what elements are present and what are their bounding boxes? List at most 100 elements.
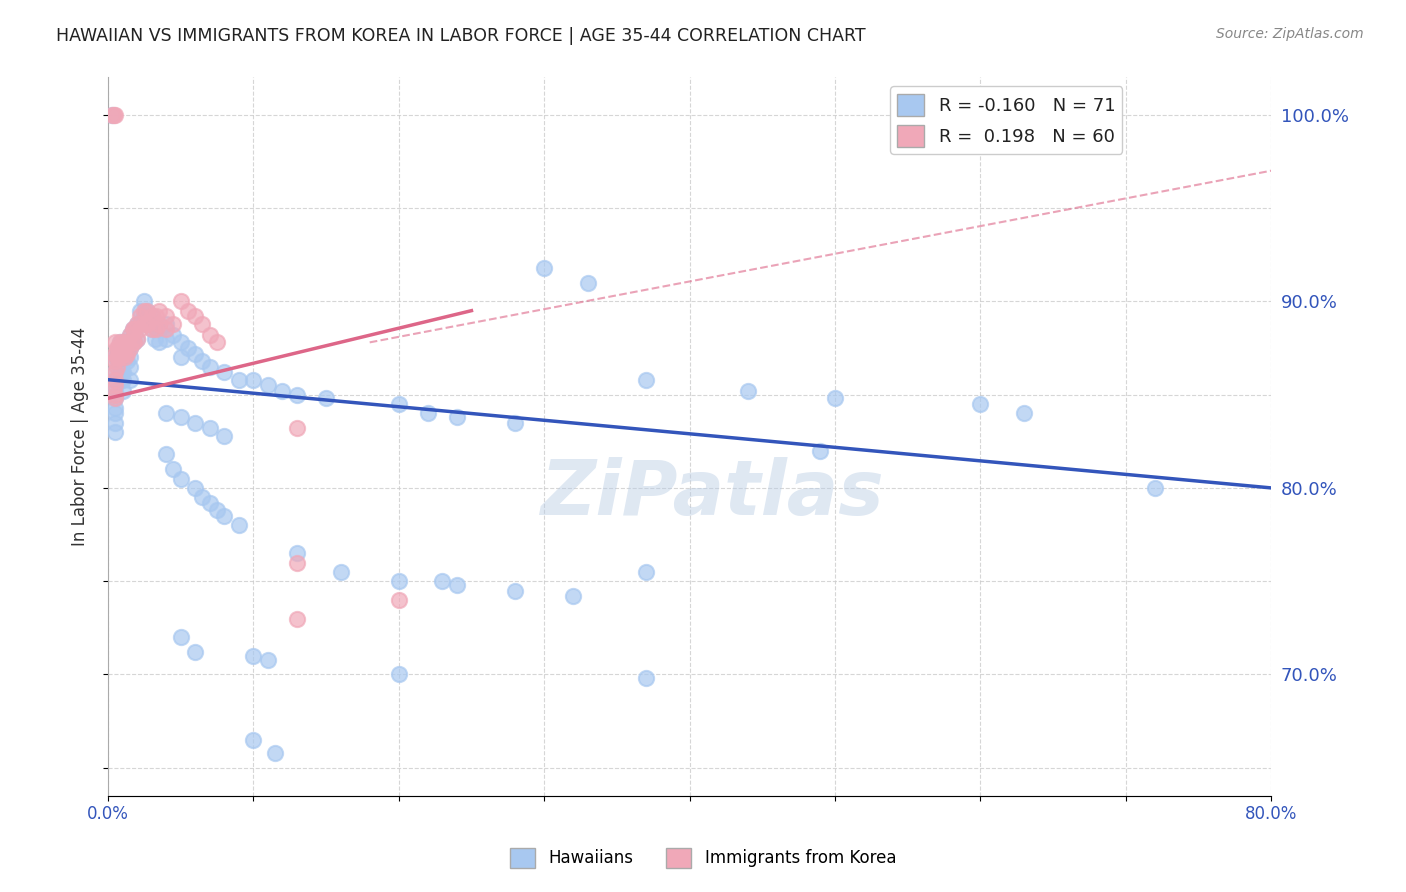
Point [214,508,236,523]
Point [110,351,132,365]
Point [108,346,131,360]
Point [162,317,184,331]
Point [134,317,156,331]
Point [111,354,134,368]
Legend: R = -0.160   N = 71, R =  0.198   N = 60: R = -0.160 N = 71, R = 0.198 N = 60 [890,87,1122,154]
Point [388,574,411,589]
Point [115,354,138,368]
Point [503,583,526,598]
Point [155,310,177,324]
Point [264,746,287,760]
Point [285,556,308,570]
Point [242,648,264,663]
Point [155,322,177,336]
Point [118,359,141,374]
Point [205,335,228,350]
Point [129,310,152,324]
Point [118,327,141,342]
Point [104,392,127,406]
Point [141,322,163,336]
Point [170,630,193,644]
Point [184,310,207,324]
Point [111,335,134,350]
Point [136,317,159,331]
Point [214,428,236,442]
Point [122,335,145,350]
Point [170,335,193,350]
Point [143,317,166,331]
Point [118,373,141,387]
Point [285,421,308,435]
Point [162,327,184,342]
Point [122,335,145,350]
Point [108,335,131,350]
Point [114,351,136,365]
Point [205,503,228,517]
Point [271,384,294,398]
Point [184,481,207,495]
Point [104,351,127,365]
Point [446,409,468,424]
Point [576,276,599,290]
Point [737,384,759,398]
Point [110,341,132,355]
Point [257,652,280,666]
Point [228,518,250,533]
Point [104,108,127,122]
Point [108,335,131,350]
Text: ZiPatlas: ZiPatlas [541,457,884,531]
Point [104,387,127,401]
Point [105,351,128,365]
Point [191,490,214,504]
Point [104,365,127,379]
Point [285,611,308,625]
Point [115,335,138,350]
Point [111,373,134,387]
Point [134,294,156,309]
Point [634,373,657,387]
Point [114,335,136,350]
Point [104,378,127,392]
Point [125,317,148,331]
Point [184,416,207,430]
Y-axis label: In Labor Force | Age 35-44: In Labor Force | Age 35-44 [72,327,89,546]
Point [118,341,141,355]
Point [121,335,143,350]
Point [111,384,134,398]
Point [184,645,207,659]
Point [141,310,163,324]
Point [634,565,657,579]
Point [114,341,136,355]
Point [104,416,127,430]
Point [108,359,131,374]
Point [141,322,163,336]
Point [104,373,127,387]
Point [125,332,148,346]
Point [104,406,127,420]
Point [242,732,264,747]
Point [107,354,129,368]
Point [111,346,134,360]
Point [170,351,193,365]
Point [315,392,337,406]
Point [136,317,159,331]
Point [285,546,308,560]
Point [111,365,134,379]
Legend: Hawaiians, Immigrants from Korea: Hawaiians, Immigrants from Korea [503,841,903,875]
Point [104,384,127,398]
Point [148,322,170,336]
Point [101,108,124,122]
Point [107,341,129,355]
Point [107,351,129,365]
Point [129,317,152,331]
Point [634,671,657,685]
Point [129,303,152,318]
Point [155,317,177,331]
Point [104,425,127,439]
Point [191,354,214,368]
Point [170,294,193,309]
Point [103,108,125,122]
Point [107,341,129,355]
Point [177,303,200,318]
Point [114,351,136,365]
